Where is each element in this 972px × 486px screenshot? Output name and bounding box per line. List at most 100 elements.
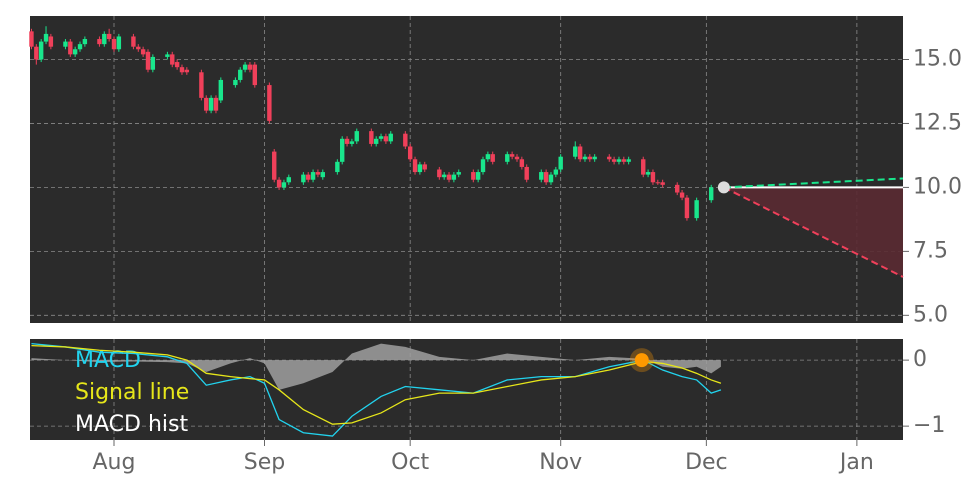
candle-body xyxy=(213,97,219,111)
candle-body xyxy=(577,146,583,160)
candle-body xyxy=(607,156,612,160)
candle-body xyxy=(102,33,107,45)
candle-body xyxy=(641,159,646,175)
y-tick-label: 15.0 xyxy=(913,46,962,71)
x-tick-label: Nov xyxy=(539,450,582,475)
candle-body xyxy=(179,67,185,73)
x-tick-label: Jan xyxy=(838,450,874,475)
candle-body xyxy=(242,64,248,70)
candle-body xyxy=(388,133,393,142)
candle-body xyxy=(650,172,656,183)
candle-body xyxy=(582,156,588,160)
candle-body xyxy=(38,41,44,60)
candle-body xyxy=(165,54,170,57)
candle-body xyxy=(310,172,316,180)
candle-body xyxy=(558,156,563,170)
candle-body xyxy=(174,62,180,68)
y-tick-label: 10.0 xyxy=(913,174,962,199)
candle-body xyxy=(48,36,54,47)
candle-body xyxy=(524,166,529,180)
candle-body xyxy=(626,159,631,162)
candle-body xyxy=(354,131,359,142)
candle-body xyxy=(301,174,306,183)
candle-body xyxy=(218,79,224,101)
candle-body xyxy=(106,33,112,40)
legend-label: MACD hist xyxy=(75,412,188,437)
hist-area xyxy=(31,343,721,390)
candle-body xyxy=(72,49,78,55)
candle-body xyxy=(97,39,102,45)
candle-body xyxy=(131,36,136,47)
x-tick-label: Aug xyxy=(93,450,136,475)
candle-body xyxy=(645,172,651,175)
candle-body xyxy=(403,133,408,147)
y-tick-label: 5.0 xyxy=(913,302,948,327)
price-panel xyxy=(30,16,903,323)
candle-body xyxy=(238,69,243,80)
candle-body xyxy=(82,39,88,45)
candle-body xyxy=(539,172,544,180)
candle-body xyxy=(660,182,665,185)
x-tick-label: Sep xyxy=(244,450,285,475)
candle-body xyxy=(694,200,699,219)
candle-body xyxy=(616,159,622,162)
candle-body xyxy=(437,169,442,178)
candle-body xyxy=(514,156,520,160)
candle-body xyxy=(373,138,379,144)
candle-body xyxy=(485,154,491,160)
candle-body xyxy=(543,172,549,183)
candle-body xyxy=(412,159,418,173)
candle-body xyxy=(281,182,287,188)
candle-body xyxy=(407,146,413,160)
candle-body xyxy=(475,172,481,180)
macd-panel xyxy=(30,339,903,440)
candle-body xyxy=(315,172,321,175)
candle-body xyxy=(422,164,427,170)
candle-body xyxy=(709,187,714,201)
candle-body xyxy=(441,174,447,178)
forecast-upper xyxy=(723,177,904,189)
candle-body xyxy=(573,146,578,157)
candle-body xyxy=(267,85,272,121)
candle-body xyxy=(417,164,423,173)
candle-body xyxy=(509,154,515,157)
x-tick-label: Oct xyxy=(391,450,429,475)
candle-body xyxy=(306,174,311,180)
candle-body xyxy=(116,36,122,50)
candle-body xyxy=(184,69,190,73)
candle-body xyxy=(247,64,253,70)
candle-body xyxy=(349,141,355,144)
candle-body xyxy=(451,174,457,180)
candle-body xyxy=(553,169,559,175)
candle-body xyxy=(29,31,34,47)
candle-body xyxy=(471,172,476,180)
candle-body xyxy=(505,154,510,162)
candle-body xyxy=(63,41,68,47)
candle-body xyxy=(655,182,661,184)
candle-body xyxy=(140,49,146,55)
candle-body xyxy=(199,72,204,98)
y-tick-label: 7.5 xyxy=(913,238,948,263)
candle-body xyxy=(136,46,141,50)
candle-body xyxy=(335,161,340,173)
candle-body xyxy=(369,131,374,144)
candle-body xyxy=(587,156,593,160)
candle-body xyxy=(43,33,49,42)
candle-body xyxy=(621,159,627,162)
candle-body xyxy=(344,138,350,144)
candle-body xyxy=(170,54,175,65)
candle-body xyxy=(611,159,617,162)
candle-body xyxy=(446,174,452,180)
y-tick-label: 12.5 xyxy=(913,110,962,135)
candle-body xyxy=(519,159,525,167)
candle-body xyxy=(383,136,389,142)
candle-body xyxy=(34,46,39,60)
crossover-marker xyxy=(634,353,649,368)
candle-body xyxy=(68,41,73,55)
y-tick-label: 0 xyxy=(913,347,927,372)
candle-body xyxy=(111,39,117,50)
candle-body xyxy=(276,179,282,188)
candle-body xyxy=(77,44,83,50)
candle-body xyxy=(340,138,345,162)
